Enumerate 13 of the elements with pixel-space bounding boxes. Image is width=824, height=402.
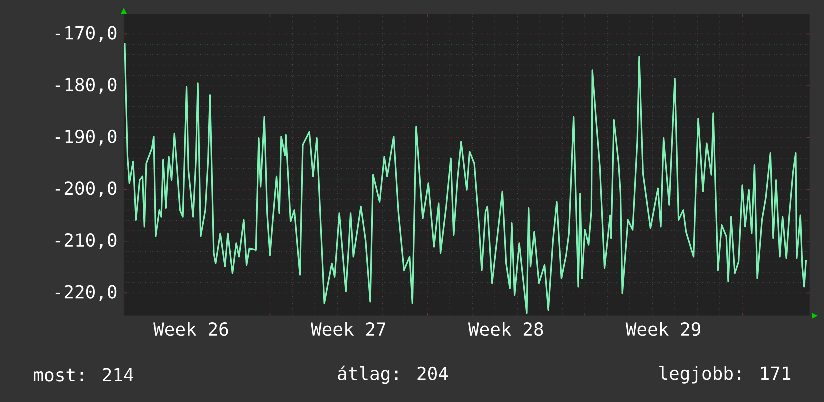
text: legjobb: 171 — [660, 366, 791, 384]
x-tick-label: Week 28 — [468, 322, 544, 336]
x-tick-label: Week 27 — [310, 322, 386, 336]
y-tick-label: -170,0 — [56, 26, 117, 42]
y-tick-label: -220,0 — [56, 285, 117, 302]
text: átlag: 204 — [338, 366, 448, 384]
text: most: 214 — [34, 368, 134, 382]
x-tick-label: Week 26 — [154, 322, 228, 336]
y-tick-label: -180,0 — [56, 78, 117, 94]
y-tick-label: -200,0 — [56, 182, 117, 198]
y-tick-label: -210,0 — [56, 233, 117, 250]
x-tick-label: Week 29 — [626, 322, 701, 336]
y-tick-label: -190,0 — [56, 130, 117, 146]
